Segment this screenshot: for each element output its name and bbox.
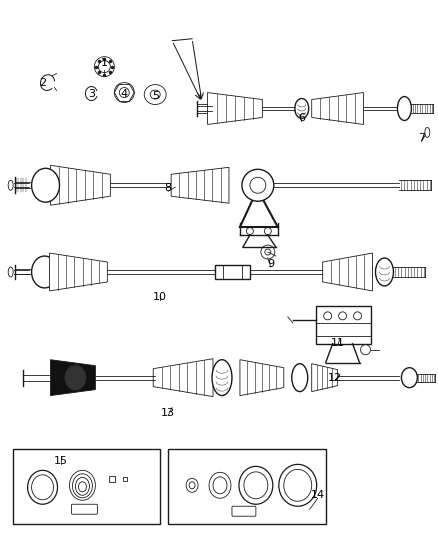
Ellipse shape <box>279 464 317 506</box>
Text: 6: 6 <box>298 114 305 124</box>
Text: 8: 8 <box>165 183 172 193</box>
Ellipse shape <box>375 258 393 286</box>
Ellipse shape <box>78 482 86 492</box>
Circle shape <box>360 345 371 355</box>
Circle shape <box>242 169 274 201</box>
Polygon shape <box>153 359 213 397</box>
Circle shape <box>339 312 346 320</box>
Circle shape <box>250 177 266 193</box>
Text: 13: 13 <box>161 408 175 417</box>
Polygon shape <box>50 360 95 395</box>
Ellipse shape <box>189 482 195 489</box>
Circle shape <box>324 312 332 320</box>
Circle shape <box>99 61 110 72</box>
Bar <box>13 449 160 524</box>
Ellipse shape <box>70 470 95 500</box>
Polygon shape <box>208 93 262 124</box>
Circle shape <box>261 245 275 259</box>
Ellipse shape <box>295 99 309 118</box>
Text: 7: 7 <box>418 133 425 143</box>
Ellipse shape <box>209 472 231 498</box>
Text: 9: 9 <box>267 259 274 269</box>
Ellipse shape <box>213 477 227 494</box>
Bar <box>168 449 326 524</box>
Circle shape <box>247 228 254 235</box>
Ellipse shape <box>239 466 273 504</box>
Text: 15: 15 <box>53 456 67 466</box>
Circle shape <box>265 249 271 255</box>
Polygon shape <box>240 360 284 395</box>
Text: 4: 4 <box>121 88 128 99</box>
Ellipse shape <box>75 478 89 495</box>
Ellipse shape <box>284 470 312 501</box>
Polygon shape <box>171 167 229 203</box>
Circle shape <box>265 228 271 235</box>
Ellipse shape <box>32 256 57 288</box>
Ellipse shape <box>144 85 166 104</box>
Text: 12: 12 <box>328 373 342 383</box>
Text: 11: 11 <box>331 338 345 348</box>
Ellipse shape <box>28 470 57 504</box>
Ellipse shape <box>244 472 268 499</box>
Ellipse shape <box>186 478 198 492</box>
FancyBboxPatch shape <box>316 306 371 344</box>
Polygon shape <box>312 93 364 124</box>
Polygon shape <box>49 253 107 291</box>
Text: 14: 14 <box>311 490 325 500</box>
Polygon shape <box>50 165 110 205</box>
Polygon shape <box>312 364 338 392</box>
Text: 1: 1 <box>101 58 108 68</box>
Polygon shape <box>323 253 372 291</box>
FancyBboxPatch shape <box>71 504 97 514</box>
Ellipse shape <box>32 475 53 500</box>
Ellipse shape <box>212 360 232 395</box>
Ellipse shape <box>397 96 411 120</box>
Bar <box>215 265 250 279</box>
Circle shape <box>95 56 114 77</box>
Circle shape <box>119 87 129 98</box>
Ellipse shape <box>150 90 160 99</box>
Circle shape <box>114 83 134 102</box>
Ellipse shape <box>32 168 60 202</box>
Ellipse shape <box>72 474 92 498</box>
Ellipse shape <box>401 368 417 387</box>
Circle shape <box>353 312 361 320</box>
Ellipse shape <box>292 364 308 392</box>
Text: 3: 3 <box>88 88 95 99</box>
FancyBboxPatch shape <box>232 506 256 516</box>
Ellipse shape <box>64 365 86 391</box>
Text: 10: 10 <box>153 292 167 302</box>
Text: 2: 2 <box>39 78 46 87</box>
Text: 5: 5 <box>152 91 159 101</box>
